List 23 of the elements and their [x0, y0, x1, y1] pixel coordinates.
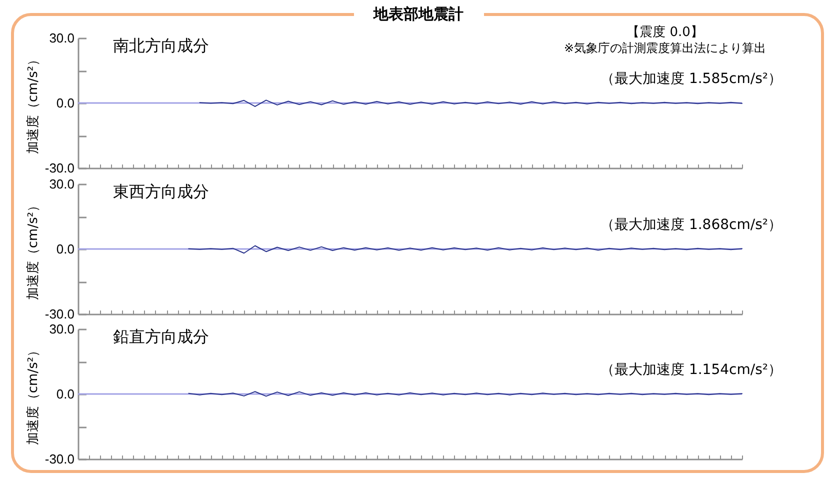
chart-title: 鉛直方向成分 — [113, 327, 209, 346]
annotation: （最大加速度 1.154cm/s²） — [600, 362, 782, 378]
y-tick-label: 0.0 — [56, 386, 74, 402]
y-tick-label: 30.0 — [49, 176, 74, 191]
y-tick-label: -30.0 — [44, 452, 74, 466]
y-axis-title: 加速度（cm/s²） — [24, 52, 41, 154]
text: 地表部地震計 — [354, 5, 484, 23]
y-tick-label: 30.0 — [49, 322, 74, 336]
chart-title: 東西方向成分 — [113, 182, 209, 200]
annotation: （最大加速度 1.585cm/s²） — [600, 71, 782, 87]
line-series — [188, 244, 742, 254]
chart-title: 南北方向成分 — [113, 36, 209, 55]
y-axis-title: 加速度（cm/s²） — [24, 198, 41, 300]
y-tick-label: -30.0 — [44, 306, 74, 321]
y-tick-label: -30.0 — [44, 160, 74, 176]
y-axis-title: 加速度（cm/s²） — [24, 344, 41, 446]
annotation: 【震度 0.0】 — [626, 25, 704, 40]
line-series — [199, 100, 742, 107]
annotation: （最大加速度 1.868cm/s²） — [600, 216, 782, 232]
y-tick-label: 0.0 — [56, 96, 74, 110]
y-tick-label: 30.0 — [49, 30, 74, 46]
y-tick-label: 0.0 — [56, 241, 74, 256]
annotation: ※気象庁の計測震度算出法により算出 — [562, 41, 768, 55]
